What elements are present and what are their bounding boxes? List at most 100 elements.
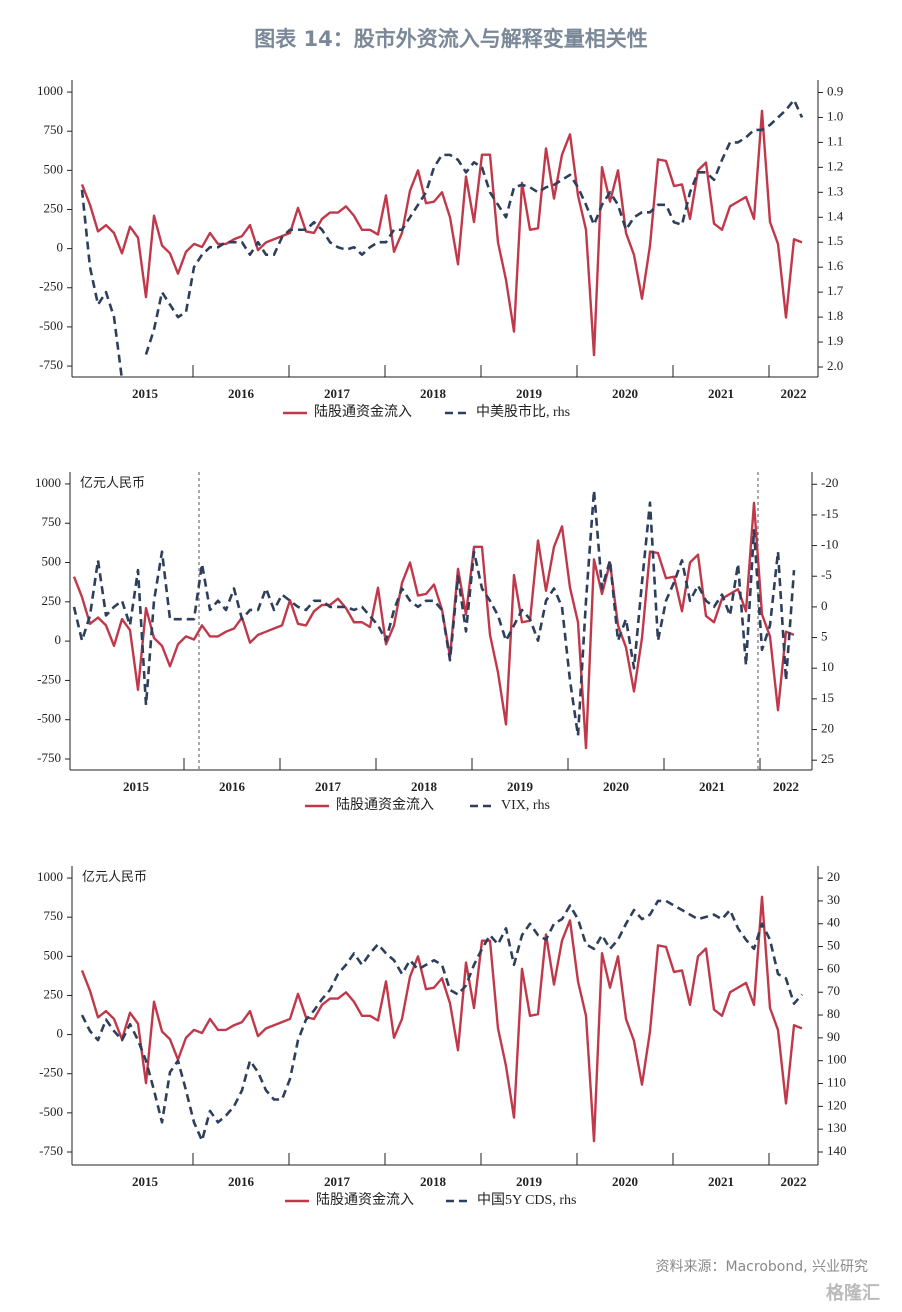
- y2-tick-label: 100: [827, 1052, 847, 1067]
- page-title: 图表 14：股市外资流入与解释变量相关性: [254, 27, 648, 51]
- y-tick-label: 1000: [35, 475, 61, 490]
- x-tick-label: 2016: [228, 386, 255, 401]
- y-tick-label: -750: [37, 750, 61, 765]
- x-tick-label: 2022: [773, 779, 799, 794]
- y2-tick-label: 2.0: [827, 358, 843, 373]
- y2-tick-label: 1.8: [827, 308, 843, 323]
- y2-tick-label: 60: [827, 960, 840, 975]
- x-tick-label: 2015: [132, 1174, 159, 1189]
- y2-tick-label: 130: [827, 1120, 847, 1135]
- x-tick-label: 2021: [708, 1174, 734, 1189]
- y-tick-label: 1000: [37, 869, 63, 884]
- x-tick-label: 2017: [315, 779, 342, 794]
- x-tick-label: 2021: [708, 386, 734, 401]
- y-tick-label: 500: [44, 161, 64, 176]
- y2-tick-label: 1.9: [827, 333, 843, 348]
- y-tick-label: 750: [42, 514, 62, 529]
- x-tick-label: 2018: [420, 386, 447, 401]
- y-tick-label: 250: [44, 200, 64, 215]
- y-axis-title: 亿元人民币: [80, 475, 145, 490]
- y2-tick-label: 1.5: [827, 233, 843, 248]
- y2-tick-label: -10: [821, 537, 838, 552]
- y-axis-title: 亿元人民币: [82, 869, 147, 884]
- y2-tick-label: 1.3: [827, 183, 843, 198]
- x-tick-label: 2021: [699, 779, 725, 794]
- x-tick-label: 2015: [132, 386, 159, 401]
- y2-tick-label: 1.0: [827, 108, 843, 123]
- x-tick-label: 2019: [516, 1174, 543, 1189]
- y-tick-label: -250: [39, 279, 63, 294]
- y2-tick-label: 20: [827, 869, 840, 884]
- x-tick-label: 2018: [411, 779, 438, 794]
- y2-tick-label: -15: [821, 506, 838, 521]
- y2-tick-label: 15: [821, 690, 834, 705]
- watermark: 格隆汇: [826, 1282, 880, 1304]
- x-tick-label: 2016: [219, 779, 246, 794]
- y-tick-label: -500: [37, 711, 61, 726]
- y2-tick-label: 0.9: [827, 83, 843, 98]
- legend-label: VIX, rhs: [501, 798, 550, 813]
- x-tick-label: 2017: [324, 386, 351, 401]
- y2-tick-label: 40: [827, 915, 840, 930]
- y2-tick-label: 25: [821, 751, 834, 766]
- x-tick-label: 2019: [516, 386, 543, 401]
- y-tick-label: 0: [57, 1026, 64, 1041]
- source-note: 资料来源：Macrobond, 兴业研究: [656, 1259, 868, 1275]
- y2-tick-label: 10: [821, 659, 834, 674]
- x-tick-label: 2020: [603, 779, 629, 794]
- y2-tick-label: 5: [821, 629, 828, 644]
- y-tick-label: -500: [39, 318, 63, 333]
- y-tick-label: 250: [42, 593, 62, 608]
- y2-tick-label: -20: [821, 475, 838, 490]
- y2-tick-label: 80: [827, 1006, 840, 1021]
- x-tick-label: 2017: [324, 1174, 351, 1189]
- y2-tick-label: 1.7: [827, 283, 844, 298]
- y2-tick-label: 20: [821, 721, 834, 736]
- y-tick-label: 0: [57, 240, 64, 255]
- series-line: [80, 109, 803, 357]
- y-tick-label: 0: [55, 632, 62, 647]
- y-tick-label: -250: [39, 1065, 63, 1080]
- x-tick-label: 2015: [123, 779, 150, 794]
- y-tick-label: -750: [39, 357, 63, 372]
- series-line: [80, 189, 123, 377]
- y2-tick-label: -5: [821, 567, 832, 582]
- y-tick-label: 250: [44, 986, 64, 1001]
- y-tick-label: 1000: [37, 83, 63, 98]
- y2-tick-label: 140: [827, 1143, 847, 1158]
- y-tick-label: 500: [42, 554, 62, 569]
- x-tick-label: 2019: [507, 779, 534, 794]
- y-tick-label: -500: [39, 1104, 63, 1119]
- y2-tick-label: 1.1: [827, 133, 843, 148]
- x-tick-label: 2022: [781, 386, 807, 401]
- y2-tick-label: 70: [827, 983, 840, 998]
- x-tick-label: 2018: [420, 1174, 447, 1189]
- legend-label: 陆股通资金流入: [314, 404, 412, 420]
- y-tick-label: 750: [44, 908, 64, 923]
- y2-tick-label: 30: [827, 892, 840, 907]
- y2-tick-label: 120: [827, 1097, 847, 1112]
- y2-tick-label: 0: [821, 598, 828, 613]
- legend-label: 中国5Y CDS, rhs: [477, 1192, 576, 1208]
- series-line: [144, 98, 804, 355]
- y2-tick-label: 90: [827, 1029, 840, 1044]
- y2-tick-label: 1.2: [827, 158, 843, 173]
- y-tick-label: 500: [44, 947, 64, 962]
- legend-label: 陆股通资金流入: [316, 1192, 414, 1208]
- y2-tick-label: 50: [827, 938, 840, 953]
- y2-tick-label: 1.4: [827, 208, 844, 223]
- legend-label: 陆股通资金流入: [336, 797, 434, 813]
- y2-tick-label: 1.6: [827, 258, 844, 273]
- y-tick-label: -250: [37, 671, 61, 686]
- y-tick-label: -750: [39, 1143, 63, 1158]
- y-tick-label: 750: [44, 122, 64, 137]
- x-tick-label: 2016: [228, 1174, 255, 1189]
- series-line: [80, 899, 803, 1142]
- series-line: [80, 895, 803, 1143]
- x-tick-label: 2022: [781, 1174, 807, 1189]
- x-tick-label: 2020: [612, 386, 638, 401]
- legend-label: 中美股市比, rhs: [476, 403, 570, 420]
- series-line: [72, 501, 795, 750]
- x-tick-label: 2020: [612, 1174, 638, 1189]
